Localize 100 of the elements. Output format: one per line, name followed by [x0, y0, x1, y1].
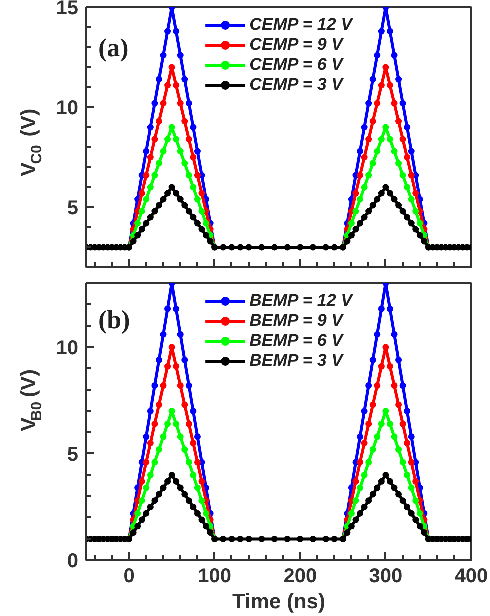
point: [164, 306, 172, 312]
point: [198, 208, 206, 215]
point: [168, 64, 176, 71]
point: [396, 356, 402, 364]
point: [378, 306, 385, 312]
point: [404, 440, 411, 447]
point: [194, 459, 201, 466]
point: [194, 172, 201, 179]
point: [186, 459, 192, 466]
point: [177, 434, 184, 440]
point: [374, 100, 381, 107]
point: [378, 28, 385, 35]
point: [361, 124, 368, 131]
point: [147, 154, 154, 161]
point: [182, 160, 188, 167]
point: [173, 136, 180, 143]
point: [173, 82, 180, 89]
point: [391, 100, 398, 107]
point: [173, 28, 180, 35]
point: [366, 459, 372, 466]
point: [198, 478, 206, 485]
point: [404, 472, 411, 479]
point: [177, 331, 184, 338]
point: [147, 472, 154, 479]
point: [400, 459, 406, 466]
point: [352, 478, 360, 485]
point: [173, 420, 180, 428]
point: [366, 382, 372, 390]
point: [378, 82, 385, 89]
point: [348, 220, 355, 227]
legend-label: BEMP = 12 V: [250, 291, 352, 311]
point: [143, 148, 150, 155]
y-axis-title: VC0 (V): [18, 108, 46, 177]
point: [366, 100, 372, 107]
point: [160, 382, 167, 390]
point: [374, 331, 381, 338]
point: [177, 148, 184, 155]
point: [400, 382, 406, 390]
point: [156, 446, 162, 453]
point: [391, 434, 398, 440]
point: [382, 408, 390, 415]
point: [164, 82, 172, 89]
point: [400, 420, 406, 428]
point: [147, 184, 154, 191]
point: [412, 478, 420, 485]
point: [160, 148, 167, 155]
point: [152, 382, 158, 390]
x-tick-label: 200: [284, 566, 318, 588]
point: [370, 76, 376, 83]
point: [143, 172, 150, 179]
point: [391, 148, 398, 155]
point: [190, 440, 197, 447]
point: [404, 184, 411, 191]
point: [357, 148, 364, 155]
point: [182, 402, 188, 408]
point: [198, 498, 206, 504]
point: [152, 100, 158, 107]
point: [361, 440, 368, 447]
point: [164, 136, 172, 143]
y-tick-label: 0: [67, 550, 78, 572]
point: [168, 408, 176, 415]
point: [143, 484, 150, 492]
point: [160, 331, 167, 338]
point: [404, 154, 411, 161]
y-tick-label: 5: [67, 444, 78, 466]
point: [412, 498, 420, 504]
point: [366, 420, 372, 428]
annotation: (b): [98, 306, 130, 334]
point: [190, 124, 197, 131]
point: [194, 434, 201, 440]
point: [382, 64, 390, 71]
point: [203, 220, 210, 227]
point: [138, 190, 146, 197]
point: [374, 382, 381, 390]
point: [160, 100, 167, 107]
point: [156, 402, 162, 408]
point: [382, 124, 390, 131]
point: [408, 196, 415, 203]
annotation: (a): [98, 34, 129, 62]
point: [164, 28, 172, 35]
point: [370, 118, 376, 125]
point: [396, 402, 402, 408]
point: [366, 172, 372, 179]
legend-label: BEMP = 6 V: [250, 331, 343, 351]
point: [168, 124, 176, 131]
point: [138, 498, 146, 504]
point: [400, 172, 406, 179]
point: [412, 208, 420, 215]
point: [143, 196, 150, 203]
point: [370, 160, 376, 167]
point: [182, 76, 188, 83]
point: [173, 306, 180, 312]
point: [152, 420, 158, 428]
point: [177, 52, 184, 59]
point: [386, 136, 394, 143]
point: [386, 28, 394, 35]
point: [168, 344, 176, 351]
point: [186, 100, 192, 107]
point: [382, 344, 390, 351]
point: [156, 356, 162, 364]
